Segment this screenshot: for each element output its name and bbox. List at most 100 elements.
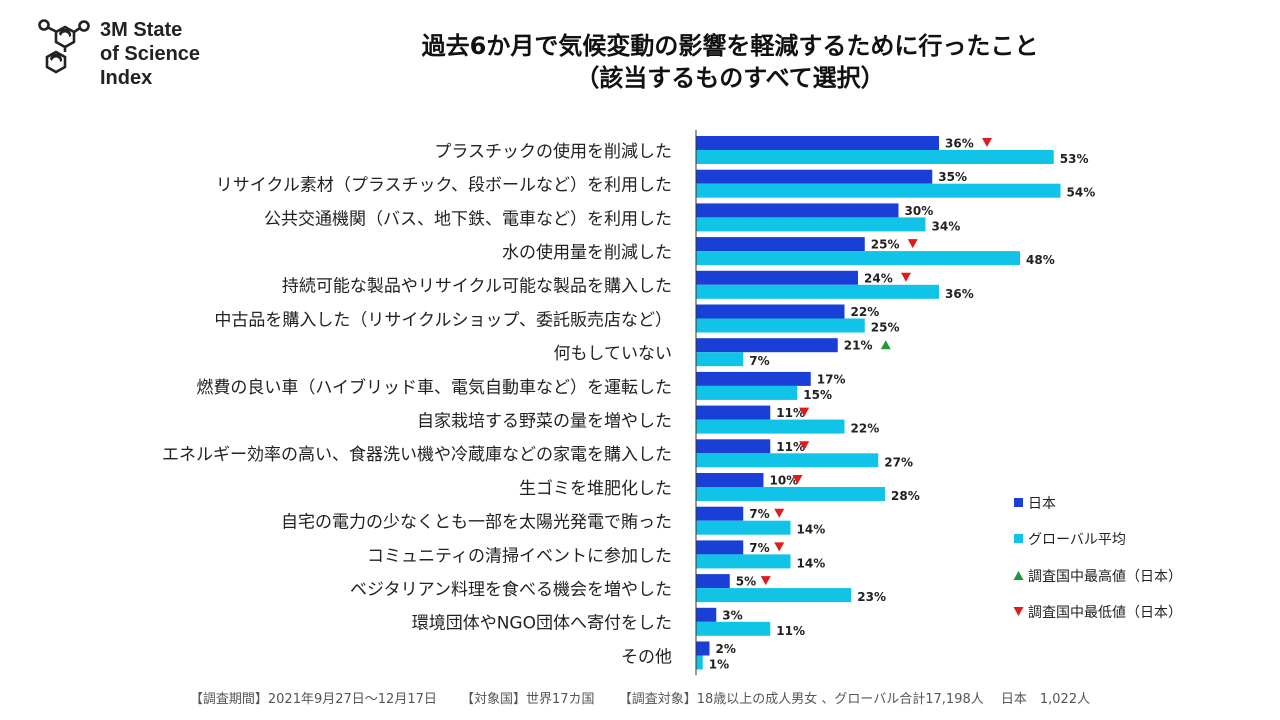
legend-label-japan: 日本 — [1028, 496, 1056, 512]
bar-global — [696, 520, 791, 535]
value-label-global: 48% — [1026, 253, 1055, 267]
molecule-icon — [38, 19, 90, 74]
value-label-japan: 2% — [716, 642, 736, 656]
category-label: エネルギー効率の高い、食器洗い機や冷蔵庫などの家電を購入した — [162, 445, 672, 465]
bar-japan — [696, 473, 764, 487]
bar-japan — [696, 338, 838, 353]
category-label: リサイクル素材（プラスチック、段ボールなど）を利用した — [216, 176, 672, 196]
bar-japan — [696, 203, 899, 218]
bar-japan — [696, 304, 845, 319]
bar-japan — [696, 641, 710, 656]
value-label-japan: 10% — [770, 474, 799, 488]
value-label-global: 36% — [945, 287, 974, 301]
logo-line-3: Index — [100, 67, 153, 89]
bar-global — [696, 588, 852, 603]
bar-global — [696, 621, 771, 636]
legend-label-high: 調査国中最高値（日本） — [1028, 568, 1182, 585]
value-label-global: 15% — [803, 388, 832, 402]
footer-countries: 【対象国】世界17カ国 — [461, 692, 595, 707]
value-label-global: 11% — [776, 624, 805, 638]
bar-japan — [696, 237, 865, 252]
bar-global — [696, 284, 939, 299]
value-label-global: 23% — [857, 590, 886, 604]
legend-marker-low — [1013, 607, 1024, 616]
value-label-japan: 36% — [945, 137, 974, 151]
bar-japan — [696, 439, 771, 454]
category-label: 生ゴミを堆肥化した — [519, 478, 672, 499]
bar-japan — [696, 270, 858, 285]
bar-global — [696, 554, 791, 569]
marker-lowest — [760, 576, 771, 586]
value-label-global: 1% — [709, 658, 729, 672]
marker-lowest — [799, 407, 810, 417]
value-label-japan: 21% — [844, 339, 873, 353]
value-label-japan: 11% — [776, 440, 805, 454]
value-label-japan: 7% — [749, 541, 769, 555]
legend-label-global: グローバル平均 — [1028, 532, 1126, 548]
bar-japan — [696, 607, 717, 622]
category-label: コミュニティの清掃イベントに参加した — [367, 546, 672, 566]
bar-global — [696, 419, 845, 434]
category-label: 自宅の電力の少なくとも一部を太陽光発電で賄った — [281, 513, 672, 533]
legend-label-low: 調査国中最低値（日本） — [1028, 605, 1182, 621]
value-label-japan: 25% — [871, 238, 900, 252]
legend-swatch-global — [1014, 534, 1023, 543]
category-label: プラスチックの使用を削減した — [434, 141, 672, 162]
value-label-global: 53% — [1060, 152, 1089, 166]
marker-lowest — [792, 475, 803, 484]
footer-period: 【調査期間】2021年9月27日～12月17日 — [189, 692, 437, 707]
category-label: 中古品を購入した（リサイクルショップ、委託販売店など） — [214, 310, 672, 330]
category-label: 環境団体やNGO団体へ寄付をした — [412, 614, 672, 634]
bar-global — [696, 655, 703, 670]
value-label-japan: 17% — [817, 372, 846, 386]
marker-lowest — [982, 138, 992, 147]
value-label-japan: 7% — [749, 507, 769, 521]
legend-swatch-japan — [1014, 498, 1023, 507]
bar-global — [696, 150, 1054, 164]
value-label-global: 14% — [797, 523, 826, 537]
value-label-global: 14% — [797, 556, 826, 570]
bar-global — [696, 217, 926, 232]
value-label-global: 28% — [891, 489, 920, 503]
value-label-global: 22% — [851, 422, 880, 436]
value-label-japan: 24% — [864, 271, 893, 285]
logo-line-2: of Science — [100, 43, 201, 65]
value-label-japan: 3% — [722, 608, 742, 622]
marker-highest — [880, 340, 891, 350]
marker-lowest — [774, 508, 785, 518]
category-label: 自家栽培する野菜の量を増やした — [417, 411, 672, 431]
survey-footer: 【調査期間】2021年9月27日～12月17日 【対象国】世界17カ国 【調査対… — [0, 688, 1280, 707]
bar-japan — [696, 405, 771, 420]
value-label-japan: 30% — [905, 204, 934, 218]
category-label: その他 — [621, 647, 672, 667]
category-label: 公共交通機関（バス、地下鉄、電車など）を利用した — [264, 209, 672, 229]
logo-line-1: 3M State — [100, 19, 183, 41]
bar-global — [696, 251, 1020, 266]
bar-global — [696, 487, 885, 501]
bar-global — [696, 318, 865, 333]
brand-logo: 3M State of Science Index — [38, 16, 238, 106]
bar-global — [696, 453, 879, 468]
chart-title-line-2: （該当するものすべて選択） — [575, 64, 885, 92]
value-label-japan: 5% — [736, 575, 756, 589]
value-label-japan: 35% — [938, 170, 967, 184]
bar-japan — [696, 506, 744, 521]
category-label: ベジタリアン料理を食べる機会を増やした — [350, 580, 672, 600]
bar-global — [696, 183, 1061, 198]
bar-japan — [696, 136, 939, 150]
value-label-japan: 11% — [776, 406, 805, 420]
bar-global — [696, 352, 744, 367]
marker-lowest — [799, 441, 810, 451]
value-label-global: 54% — [1067, 186, 1096, 200]
chart-title: 過去6か月で気候変動の影響を軽減するために行ったこと （該当するものすべて選択） — [300, 30, 1160, 94]
marker-lowest — [774, 542, 785, 552]
footer-target: 【調査対象】18歳以上の成人男女 、グローバル合計17,198人 日本 1,02… — [618, 692, 1091, 707]
marker-lowest — [901, 272, 911, 282]
bar-japan — [696, 574, 730, 589]
legend-marker-high — [1013, 571, 1024, 580]
value-label-global: 25% — [871, 321, 900, 335]
bar-japan — [696, 169, 933, 184]
category-label: 燃費の良い車（ハイブリッド車、電気自動車など）を運転した — [196, 377, 672, 398]
value-label-global: 27% — [884, 455, 913, 469]
